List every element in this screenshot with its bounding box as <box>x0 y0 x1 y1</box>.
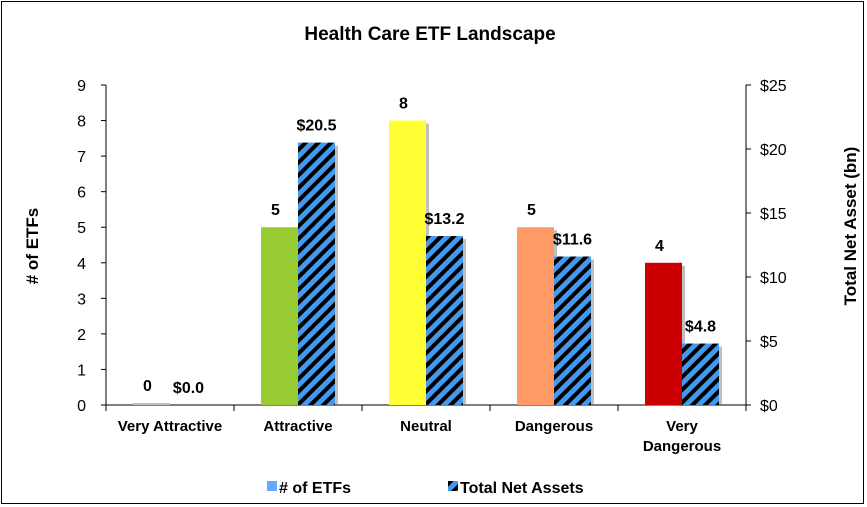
legend-label-net-assets: Total Net Assets <box>460 480 584 497</box>
bar-net-assets <box>298 142 335 405</box>
data-label-net-assets: $13.2 <box>424 211 464 228</box>
category-label: Very <box>666 418 698 435</box>
left-tick-label: 8 <box>77 114 86 131</box>
right-tick-label: $5 <box>760 334 778 351</box>
legend-swatch-net-assets <box>448 481 458 491</box>
right-tick-label: $15 <box>760 206 787 223</box>
data-label-etf-count: 0 <box>143 378 152 395</box>
bar-etf-count <box>389 120 426 406</box>
data-label-net-assets: $20.5 <box>296 118 336 135</box>
left-tick-label: 2 <box>77 327 86 344</box>
data-label-net-assets: $4.8 <box>685 319 716 336</box>
y2-axis-title: Total Net Asset (bn) <box>841 147 860 306</box>
left-tick-label: 0 <box>77 398 86 415</box>
right-tick-label: $25 <box>760 78 787 95</box>
chart-title: Health Care ETF Landscape <box>304 24 555 45</box>
y-axis-title: # of ETFs <box>23 208 42 285</box>
bar-net-assets <box>554 256 591 405</box>
left-tick-label: 9 <box>77 78 86 95</box>
left-tick-label: 3 <box>77 291 86 308</box>
data-label-etf-count: 4 <box>655 238 664 255</box>
legend-swatch-etf-count <box>267 481 277 491</box>
category-label: Neutral <box>400 418 452 435</box>
bar-etf-count <box>133 403 170 405</box>
left-tick-label: 5 <box>77 220 86 237</box>
bar-etf-count <box>517 227 554 405</box>
right-axis: $0 $5 $10 $15 $20 $25 <box>745 78 787 415</box>
data-label-net-assets: $0.0 <box>173 380 204 397</box>
category-label: Dangerous <box>643 438 721 455</box>
category-label: Dangerous <box>515 418 593 435</box>
data-labels: 0 $0.0 5 $20.5 8 $13.2 5 $11.6 4 $4.8 <box>143 96 716 397</box>
bar-net-assets <box>426 236 463 405</box>
bar-net-assets <box>682 343 719 405</box>
bar-etf-count <box>261 227 298 405</box>
category-label: Very Attractive <box>118 418 223 435</box>
right-tick-label: $0 <box>760 398 778 415</box>
left-tick-label: 7 <box>77 149 86 166</box>
left-tick-label: 1 <box>77 362 86 379</box>
data-label-etf-count: 8 <box>399 96 408 113</box>
data-label-etf-count: 5 <box>527 202 536 219</box>
left-axis: 0 1 2 3 4 5 6 7 8 9 <box>77 78 747 415</box>
legend-label-etf-count: # of ETFs <box>279 480 351 497</box>
right-tick-label: $10 <box>760 270 787 287</box>
left-tick-label: 6 <box>77 185 86 202</box>
right-tick-label: $20 <box>760 142 787 159</box>
data-label-net-assets: $11.6 <box>553 232 592 249</box>
left-tick-label: 4 <box>77 256 86 273</box>
legend: # of ETFs Total Net Assets <box>267 480 584 497</box>
bars <box>133 120 722 406</box>
data-label-etf-count: 5 <box>271 202 280 219</box>
bar-etf-count <box>645 262 682 405</box>
category-label: Attractive <box>263 418 332 435</box>
category-labels: Very Attractive Attractive Neutral Dangerou… <box>118 418 721 455</box>
